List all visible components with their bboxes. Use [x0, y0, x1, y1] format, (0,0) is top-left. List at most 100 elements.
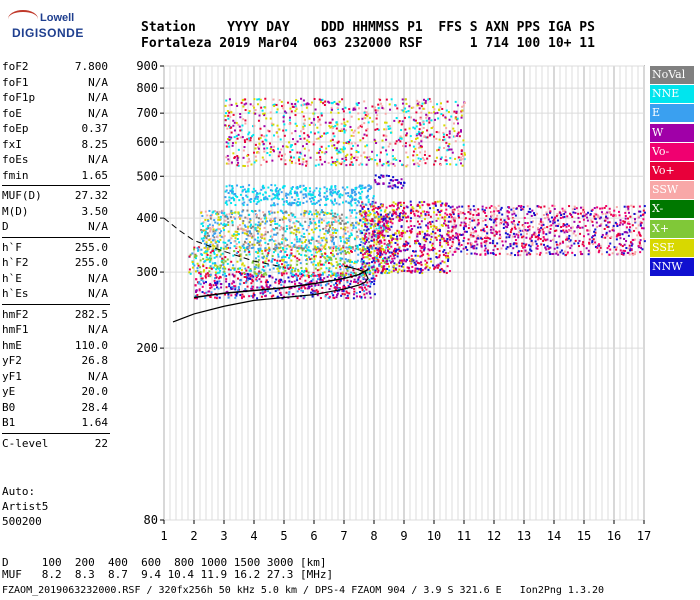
echo-point [196, 247, 199, 250]
echo-point [492, 228, 495, 231]
echo-point [304, 188, 307, 191]
echo-point [524, 249, 527, 252]
echo-point [639, 214, 642, 217]
echo-point [239, 255, 242, 258]
echo-point [312, 273, 315, 276]
echo-point [272, 247, 275, 250]
echo-point [209, 265, 212, 268]
echo-point [548, 246, 551, 249]
echo-point [376, 240, 379, 243]
echo-point [414, 269, 417, 272]
echo-point [200, 228, 203, 231]
echo-point [459, 159, 462, 162]
echo-point [339, 268, 342, 271]
echo-point [314, 274, 317, 277]
echo-point [206, 214, 209, 217]
echo-point [371, 220, 374, 223]
echo-point [416, 235, 419, 238]
echo-point [514, 254, 517, 257]
echo-point [455, 110, 458, 113]
echo-point [305, 194, 308, 197]
echo-point [561, 207, 564, 210]
echo-point [288, 218, 291, 221]
echo-point [266, 253, 269, 256]
echo-point [414, 270, 417, 273]
echo-point [387, 226, 390, 229]
echo-point [430, 119, 433, 122]
echo-point [298, 252, 301, 255]
echo-point [443, 222, 446, 225]
echo-point [330, 185, 333, 188]
echo-point [394, 253, 397, 256]
echo-point [608, 221, 611, 224]
echo-point [205, 281, 208, 284]
echo-point [363, 252, 366, 255]
echo-point [404, 128, 407, 131]
echo-point [421, 230, 424, 233]
echo-point [235, 121, 238, 124]
echo-point [410, 208, 413, 211]
echo-point [224, 245, 227, 248]
echo-point [493, 244, 496, 247]
echo-point [298, 231, 301, 234]
echo-point [330, 156, 333, 159]
echo-point [224, 241, 227, 244]
echo-point [454, 248, 457, 251]
echo-point [225, 145, 228, 148]
echo-point [405, 244, 408, 247]
echo-point [598, 249, 601, 252]
echo-point [323, 245, 326, 248]
echo-point [202, 282, 205, 285]
echo-point [255, 216, 258, 219]
echo-point [332, 191, 335, 194]
echo-point [238, 241, 241, 244]
echo-point [460, 116, 463, 119]
echo-point [307, 149, 310, 152]
echo-point [570, 244, 573, 247]
echo-point [380, 229, 383, 232]
echo-point [263, 237, 266, 240]
echo-point [388, 259, 391, 262]
echo-point [320, 135, 323, 138]
echo-point [430, 244, 433, 247]
echo-point [542, 239, 545, 242]
echo-point [273, 228, 276, 231]
echo-point [361, 247, 364, 250]
echo-point [545, 252, 548, 255]
echo-point [314, 164, 317, 167]
echo-point [442, 131, 445, 134]
echo-point [273, 134, 276, 137]
echo-point [431, 242, 434, 245]
echo-point [306, 134, 309, 137]
echo-point [291, 144, 294, 147]
echo-point [230, 197, 233, 200]
echo-point [320, 253, 323, 256]
echo-point [376, 127, 379, 130]
echo-point [245, 247, 248, 250]
echo-point [310, 280, 313, 283]
echo-point [309, 131, 312, 134]
echo-point [403, 181, 406, 184]
echo-point [242, 198, 245, 201]
echo-point [369, 213, 372, 216]
echo-point [579, 226, 582, 229]
echo-point [261, 290, 264, 293]
echo-point [573, 230, 576, 233]
echo-point [235, 270, 238, 273]
echo-point [608, 210, 611, 213]
echo-point [204, 250, 207, 253]
echo-point [350, 234, 353, 237]
echo-point [290, 161, 293, 164]
echo-point [425, 266, 428, 269]
echo-point [285, 225, 288, 228]
echo-point [388, 241, 391, 244]
echo-point [495, 217, 498, 220]
echo-point [372, 239, 375, 242]
echo-point [309, 210, 312, 213]
echo-point [351, 155, 354, 158]
echo-point [538, 228, 541, 231]
echo-point [206, 253, 209, 256]
echo-point [265, 283, 268, 286]
echo-point [248, 250, 251, 253]
echo-point [222, 224, 225, 227]
